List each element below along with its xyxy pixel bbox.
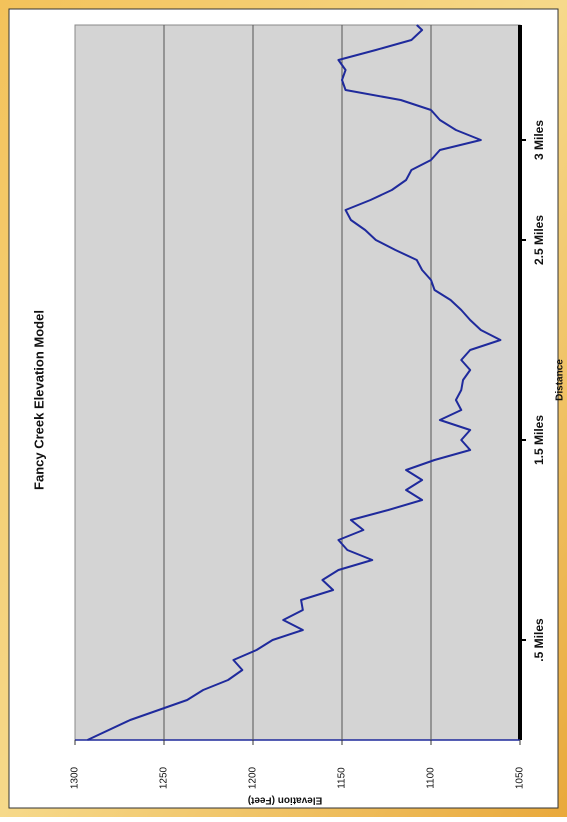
chart-title: Fancy Creek Elevation Model: [31, 310, 46, 490]
y-tick-label: 1150: [337, 767, 348, 789]
x-tick-label: .5 Miles: [532, 618, 546, 662]
y-tick-label: 1100: [426, 767, 437, 789]
y-tick-label: 1050: [515, 766, 526, 789]
x-tick-label: 3 Miles: [532, 120, 546, 160]
y-tick-label: 1300: [70, 766, 81, 789]
x-tick-label: 1.5 Miles: [532, 415, 546, 465]
elevation-line: [87, 24, 502, 741]
plot-area: [74, 24, 521, 741]
y-tick-label: 1200: [248, 766, 259, 789]
x-tick-label: 2.5 Miles: [532, 215, 546, 265]
y-tick-label: 1250: [159, 766, 170, 789]
y-axis-title: Elevation (Feet): [248, 794, 322, 805]
x-axis-title: Distance: [555, 359, 566, 401]
